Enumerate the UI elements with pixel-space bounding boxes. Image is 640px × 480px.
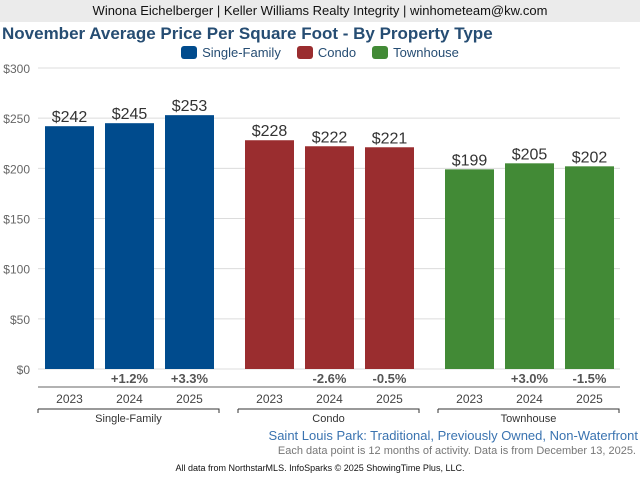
bar-value-label: $242	[52, 109, 88, 126]
bar	[245, 140, 294, 369]
header-bar: Winona Eichelberger | Keller Williams Re…	[0, 0, 640, 22]
bar	[165, 115, 214, 369]
legend-swatch-townhouse	[372, 46, 389, 59]
group-bracket	[437, 408, 620, 413]
change-label: +3.0%	[511, 371, 549, 386]
chart-subtitle: Saint Louis Park: Traditional, Previousl…	[268, 428, 638, 443]
bar	[365, 147, 414, 369]
bar-value-label: $221	[372, 130, 408, 147]
y-tick-label: $0	[17, 363, 31, 377]
header-text: Winona Eichelberger | Keller Williams Re…	[92, 3, 548, 18]
bar-value-label: $199	[452, 152, 488, 169]
bar	[565, 166, 614, 369]
x-tick-label: 2025	[576, 392, 603, 406]
group-label: Condo	[312, 413, 344, 425]
data-note: Each data point is 12 months of activity…	[277, 445, 636, 457]
group-bracket	[237, 408, 420, 413]
bar-chart: $0 $50 $100 $150 $200 $250 $300 $242 2023 $245 +1.…	[3, 62, 620, 425]
x-tick-label: 2024	[116, 392, 143, 406]
bar-value-label: $253	[172, 98, 208, 115]
bar-value-label: $222	[312, 129, 348, 146]
change-label: +3.3%	[171, 371, 209, 386]
legend-label-townhouse: Townhouse	[393, 45, 459, 60]
x-tick-label: 2025	[376, 392, 403, 406]
bar	[305, 146, 354, 369]
chart-title: November Average Price Per Square Foot -…	[2, 24, 493, 43]
legend-swatch-condo	[296, 46, 313, 59]
y-tick-label: $100	[3, 263, 30, 277]
y-tick-label: $300	[3, 62, 30, 76]
bar	[45, 126, 94, 370]
change-label: +1.2%	[111, 371, 149, 386]
legend-swatch-single-family	[181, 46, 198, 59]
bar	[505, 163, 554, 369]
legend-item-condo[interactable]: Condo	[296, 45, 357, 60]
group-label: Single-Family	[95, 413, 162, 425]
y-tick-label: $250	[3, 112, 30, 126]
change-label: -0.5%	[373, 371, 407, 386]
y-tick-label: $200	[3, 162, 30, 176]
bar-value-label: $202	[572, 149, 608, 166]
change-label: -1.5%	[573, 371, 607, 386]
x-tick-label: 2023	[256, 392, 283, 406]
x-tick-label: 2023	[456, 392, 483, 406]
bar-value-label: $205	[512, 146, 548, 163]
x-tick-label: 2024	[516, 392, 543, 406]
footer-credit: All data from NorthstarMLS. InfoSparks ©…	[175, 463, 465, 473]
bar-value-label: $245	[112, 106, 148, 123]
legend-label-condo: Condo	[317, 45, 357, 60]
x-tick-label: 2024	[316, 392, 343, 406]
y-tick-label: $150	[3, 213, 30, 227]
legend-item-townhouse[interactable]: Townhouse	[372, 45, 459, 60]
x-tick-label: 2025	[176, 392, 203, 406]
bar	[105, 123, 154, 369]
y-tick-label: $50	[10, 313, 30, 327]
legend-label-single-family: Single-Family	[202, 45, 281, 60]
change-label: -2.6%	[313, 371, 347, 386]
bar	[445, 169, 494, 369]
group-bracket	[37, 408, 220, 413]
legend: Single-Family Condo Townhouse	[0, 45, 640, 60]
bar-value-label: $228	[252, 123, 288, 140]
legend-item-single-family[interactable]: Single-Family	[181, 45, 281, 60]
group-label: Townhouse	[501, 413, 557, 425]
x-tick-label: 2023	[56, 392, 83, 406]
